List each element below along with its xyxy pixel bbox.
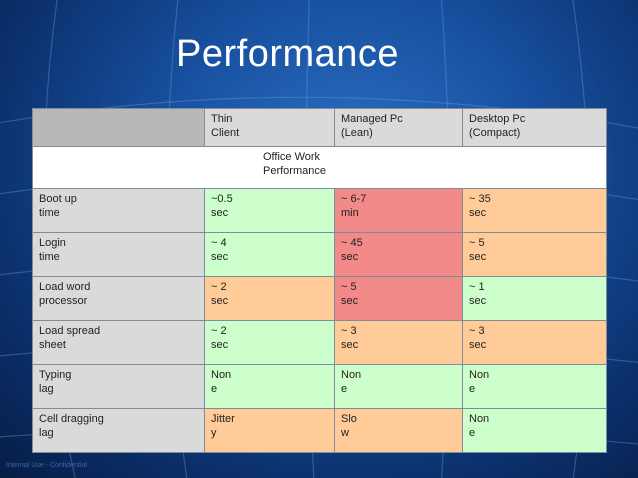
table-cell: Non e xyxy=(462,408,607,453)
row-label: Cell dragging lag xyxy=(32,408,205,453)
table-cell: ~ 3 sec xyxy=(334,320,463,365)
table-cell: ~ 5 sec xyxy=(334,276,463,321)
table-cell: Non e xyxy=(334,364,463,409)
table-row: Typing lag Non e Non e Non e xyxy=(32,364,607,409)
table-cell: Non e xyxy=(462,364,607,409)
row-label: Boot up time xyxy=(32,188,205,233)
header-managed-pc: Managed Pc (Lean) xyxy=(334,108,463,147)
table-cell: ~ 2 sec xyxy=(204,276,335,321)
header-desktop-pc: Desktop Pc (Compact) xyxy=(462,108,607,147)
table-cell: ~ 45 sec xyxy=(334,232,463,277)
table-cell: Jitter y xyxy=(204,408,335,453)
table-cell: Slo w xyxy=(334,408,463,453)
table-cell: ~ 4 sec xyxy=(204,232,335,277)
footnote: Internal Use - Confidential xyxy=(6,462,87,469)
table-cell: ~0.5 sec xyxy=(204,188,335,233)
table-cell: Non e xyxy=(204,364,335,409)
table-header-row: Thin Client Managed Pc (Lean) Desktop Pc… xyxy=(32,108,607,147)
header-thin-client: Thin Client xyxy=(204,108,335,147)
section-label: Office Work Performance xyxy=(32,146,607,189)
row-label: Typing lag xyxy=(32,364,205,409)
header-corner-cell xyxy=(32,108,205,147)
table-row: Load word processor ~ 2 sec ~ 5 sec ~ 1 … xyxy=(32,276,607,321)
table-cell: ~ 35 sec xyxy=(462,188,607,233)
table-row: Load spread sheet ~ 2 sec ~ 3 sec ~ 3 se… xyxy=(32,320,607,365)
table-cell: ~ 3 sec xyxy=(462,320,607,365)
performance-table: Thin Client Managed Pc (Lean) Desktop Pc… xyxy=(32,108,607,453)
table-row: Boot up time ~0.5 sec ~ 6-7 min ~ 35 sec xyxy=(32,188,607,233)
section-row: Office Work Performance xyxy=(32,146,607,189)
table-cell: ~ 5 sec xyxy=(462,232,607,277)
table-row: Login time ~ 4 sec ~ 45 sec ~ 5 sec xyxy=(32,232,607,277)
table-cell: ~ 1 sec xyxy=(462,276,607,321)
table-cell: ~ 2 sec xyxy=(204,320,335,365)
table-row: Cell dragging lag Jitter y Slo w Non e xyxy=(32,408,607,453)
slide-title: Performance xyxy=(176,33,400,75)
table-cell: ~ 6-7 min xyxy=(334,188,463,233)
row-label: Load spread sheet xyxy=(32,320,205,365)
row-label: Login time xyxy=(32,232,205,277)
row-label: Load word processor xyxy=(32,276,205,321)
